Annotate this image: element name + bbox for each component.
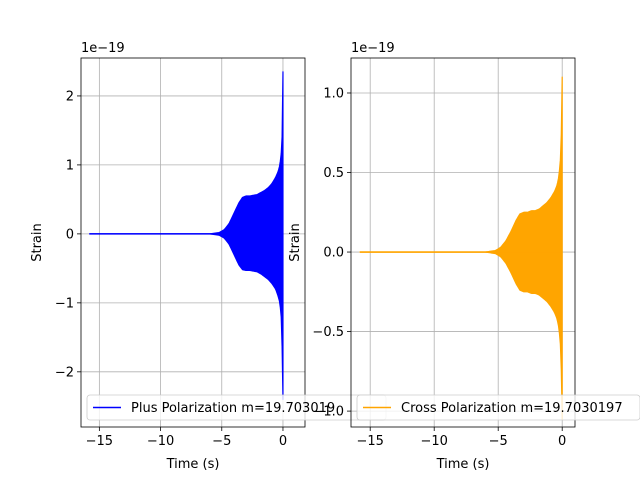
- legend-label: Plus Polarization m=19.703019: [131, 401, 335, 416]
- offset-label: 1e−19: [351, 41, 395, 56]
- x-axis-label: Time (s): [166, 457, 220, 472]
- y-tick-label: −2: [55, 365, 74, 380]
- x-tick-label: −15: [86, 434, 113, 449]
- legend-box: [356, 394, 640, 421]
- waveform-envelope: [88, 71, 284, 401]
- x-tick-label: 0: [558, 434, 566, 449]
- x-tick-label: −5: [489, 434, 508, 449]
- x-tick-label: 0: [279, 434, 287, 449]
- y-tick-label: 0: [66, 227, 74, 242]
- y-tick-label: 0.0: [323, 246, 344, 261]
- y-tick-label: 1.0: [323, 86, 344, 101]
- x-tick-label: −10: [420, 434, 447, 449]
- offset-label: 1e−19: [81, 41, 125, 56]
- axes-frame: [80, 57, 306, 428]
- x-tick-label: −15: [356, 434, 383, 449]
- x-axis-label: Time (s): [436, 457, 490, 472]
- cross-polarization-panel: −15 −10 −5 0 −1.0 −0.5 0.0 0.5 1.0 1e−19 Time (s…: [288, 41, 640, 472]
- legend: Plus Polarization m=19.703019: [86, 394, 387, 421]
- y-tick-label: −0.5: [312, 325, 344, 340]
- y-axis-label: Strain: [288, 223, 303, 262]
- y-tick-label: −1: [55, 296, 74, 311]
- waveform-envelope: [359, 76, 563, 420]
- axis-ticks: −15 −10 −5 0 −1.0 −0.5 0.0 0.5 1.0: [312, 86, 566, 449]
- axes-frame: [350, 57, 576, 428]
- x-tick-label: −5: [212, 434, 231, 449]
- y-axis-label: Strain: [30, 223, 45, 262]
- y-tick-label: 2: [66, 89, 74, 104]
- y-tick-label: −1.0: [312, 405, 344, 420]
- y-tick-label: 1: [66, 158, 74, 173]
- waveform: [359, 76, 563, 420]
- waveform: [88, 71, 284, 401]
- y-tick-label: 0.5: [323, 166, 344, 181]
- legend: Cross Polarization m=19.7030197: [356, 394, 640, 421]
- legend-label: Cross Polarization m=19.7030197: [401, 401, 623, 416]
- x-tick-label: −10: [147, 434, 174, 449]
